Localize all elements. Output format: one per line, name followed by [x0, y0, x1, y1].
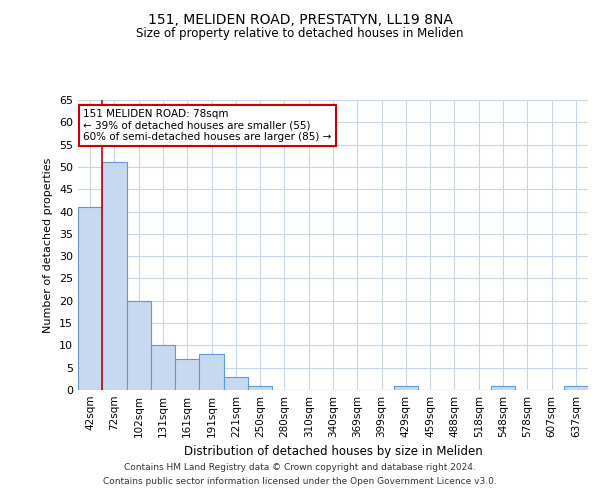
Bar: [151, 346, 175, 390]
Bar: [127, 301, 151, 390]
Text: 151 MELIDEN ROAD: 78sqm
← 39% of detached houses are smaller (55)
60% of semi-de: 151 MELIDEN ROAD: 78sqm ← 39% of detache…: [83, 108, 331, 142]
Bar: [491, 386, 515, 390]
Text: Size of property relative to detached houses in Meliden: Size of property relative to detached ho…: [136, 28, 464, 40]
Text: 151, MELIDEN ROAD, PRESTATYN, LL19 8NA: 151, MELIDEN ROAD, PRESTATYN, LL19 8NA: [148, 12, 452, 26]
Bar: [175, 359, 199, 390]
Bar: [78, 207, 102, 390]
Bar: [564, 386, 588, 390]
Bar: [224, 376, 248, 390]
Bar: [394, 386, 418, 390]
Bar: [102, 162, 127, 390]
Bar: [199, 354, 224, 390]
Text: Contains HM Land Registry data © Crown copyright and database right 2024.: Contains HM Land Registry data © Crown c…: [124, 464, 476, 472]
Bar: [248, 386, 272, 390]
Y-axis label: Number of detached properties: Number of detached properties: [43, 158, 53, 332]
Text: Contains public sector information licensed under the Open Government Licence v3: Contains public sector information licen…: [103, 477, 497, 486]
X-axis label: Distribution of detached houses by size in Meliden: Distribution of detached houses by size …: [184, 446, 482, 458]
